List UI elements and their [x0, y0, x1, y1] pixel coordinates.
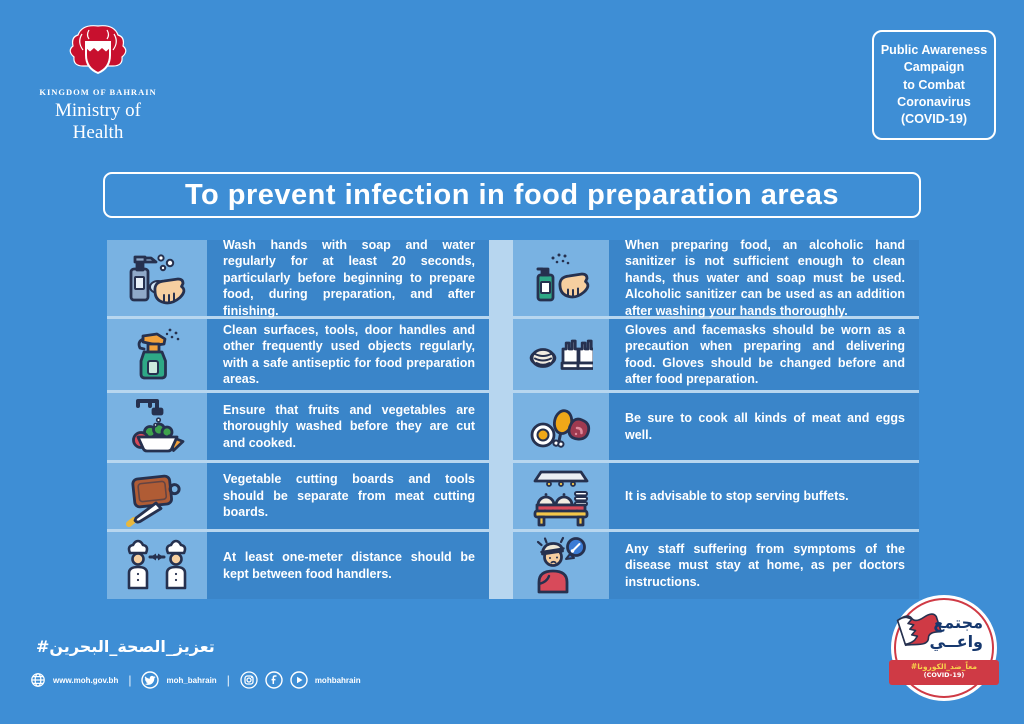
tip-gloves-facemasks: Gloves and facemasks should be worn as a… [513, 319, 919, 390]
twitter-handle[interactable]: moh_bahrain [166, 675, 217, 685]
badge-arabic-text: مجتمع واعــي [930, 614, 983, 651]
tip-text: Be sure to cook all kinds of meat and eg… [609, 393, 919, 460]
campaign-line: Campaign [903, 60, 965, 75]
ribbon-covid: (COVID-19) [923, 670, 965, 679]
cutting-board-icon [107, 463, 207, 529]
campaign-line: (COVID-19) [901, 112, 967, 126]
hand-sanitizer-icon [513, 240, 609, 316]
tip-cutting-boards: Vegetable cutting boards and tools shoul… [107, 463, 489, 529]
tip-hand-sanitizer: When preparing food, an alcoholic hand s… [513, 238, 919, 318]
tip-text: Vegetable cutting boards and tools shoul… [207, 463, 489, 529]
buffet-icon [513, 463, 609, 529]
cooked-food-icon [513, 393, 609, 460]
tip-text: Ensure that fruits and vegetables are th… [207, 393, 489, 460]
campaign-box: Public Awareness Campaign to Combat Coro… [872, 30, 996, 141]
bahrain-emblem-icon [69, 25, 127, 75]
badge-line1: مجتمع [933, 613, 983, 632]
campaign-line: Coronavirus [897, 94, 971, 109]
wash-hands-icon [107, 240, 207, 316]
social-row: www.moh.gov.bh | moh_bahrain | mohbahrai… [30, 671, 361, 689]
globe-icon [31, 673, 45, 687]
bahrain-flag-icon [896, 613, 942, 647]
kingdom-label: KINGDOM OF BAHRAIN [39, 87, 157, 97]
badge-ribbon: #معاً_ضد_الكورونا (COVID-19) [889, 660, 999, 685]
campaign-hashtag: #تعزيز_الصحة_البحرين [36, 637, 215, 656]
tip-wash-produce: Ensure that fruits and vegetables are th… [107, 393, 489, 460]
badge-line2: واعــي [929, 631, 983, 651]
campaign-line: to Combat [903, 77, 965, 92]
ribbon-hashtag: #معاً_ضد_الكورونا [910, 662, 978, 671]
tip-text: It is advisable to stop serving buffets. [609, 463, 919, 529]
facebook-icon[interactable] [265, 671, 283, 689]
moh-logo: KINGDOM OF BAHRAIN Ministry of Health [36, 24, 160, 144]
ministry-label: Ministry of Health [54, 100, 142, 143]
distance-chefs-icon [107, 532, 207, 599]
page-title: To prevent infection in food preparation… [103, 172, 921, 218]
tip-text: Any staff suffering from symptoms of the… [609, 532, 919, 599]
youtube-icon[interactable] [290, 671, 308, 689]
wash-produce-icon [107, 393, 207, 460]
tips-grid: Wash hands with soap and water regularly… [107, 238, 919, 599]
tip-one-meter-distance: At least one-meter distance should be ke… [107, 532, 489, 599]
spray-disinfectant-icon [107, 319, 207, 390]
divider: | [226, 673, 230, 687]
mask-gloves-icon [513, 319, 609, 390]
social-handle[interactable]: mohbahrain [314, 675, 361, 685]
instagram-icon[interactable] [240, 671, 258, 689]
tip-cook-meat-eggs: Be sure to cook all kinds of meat and eg… [513, 393, 919, 460]
tip-text: Gloves and facemasks should be worn as a… [609, 319, 919, 390]
tip-text: Clean surfaces, tools, door handles and … [207, 319, 489, 390]
tip-text: When preparing food, an alcoholic hand s… [609, 238, 919, 318]
divider: | [128, 673, 132, 687]
tip-clean-surfaces: Clean surfaces, tools, door handles and … [107, 319, 489, 390]
website-link[interactable]: www.moh.gov.bh [53, 675, 119, 685]
tip-stop-buffets: It is advisable to stop serving buffets. [513, 463, 919, 529]
tip-text: Wash hands with soap and water regularly… [207, 238, 489, 318]
campaign-line: Public Awareness [880, 43, 988, 57]
tip-text: At least one-meter distance should be ke… [207, 532, 489, 599]
tip-wash-hands: Wash hands with soap and water regularly… [107, 238, 489, 318]
aware-society-badge: مجتمع واعــي #معاً_ضد_الكورونا (COVID-19… [889, 598, 999, 698]
sick-staff-icon [513, 532, 609, 599]
twitter-icon[interactable] [141, 671, 160, 689]
tip-sick-staff: Any staff suffering from symptoms of the… [513, 532, 919, 599]
